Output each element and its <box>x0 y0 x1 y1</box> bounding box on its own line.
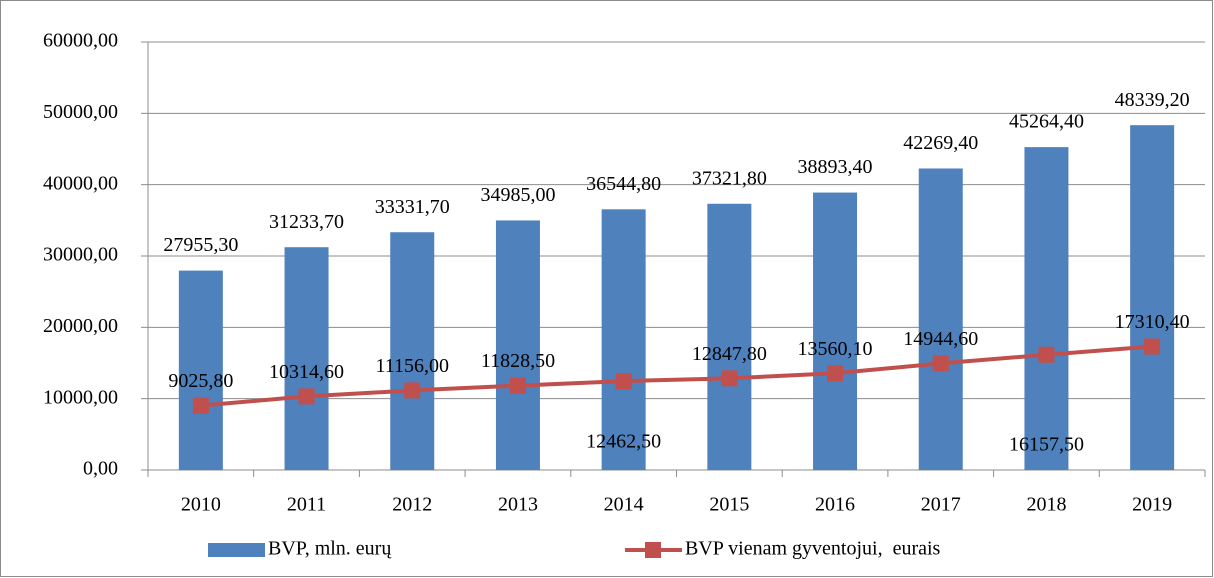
x-tick-label: 2019 <box>1132 494 1172 516</box>
bar-value-label: 36544,80 <box>586 173 661 195</box>
line-value-label: 16157,50 <box>1009 433 1084 455</box>
legend-label: BVP, mln. eurų <box>268 538 392 560</box>
y-tick-label: 60000,00 <box>43 30 118 52</box>
y-tick-label: 30000,00 <box>43 244 118 266</box>
line-value-label: 13560,10 <box>798 338 873 360</box>
line-marker <box>1144 338 1161 355</box>
legend-swatch <box>208 543 265 557</box>
bar <box>178 270 223 470</box>
bar <box>601 209 646 470</box>
bar-value-label: 42269,40 <box>903 132 978 154</box>
bar-value-label: 45264,40 <box>1009 111 1084 133</box>
bar-value-label: 37321,80 <box>692 167 767 189</box>
x-tick-label: 2010 <box>181 494 221 516</box>
line-marker <box>298 388 315 405</box>
x-tick-label: 2012 <box>392 494 432 516</box>
y-tick-label: 20000,00 <box>43 315 118 337</box>
bar <box>1130 125 1175 471</box>
x-tick-label: 2017 <box>921 494 961 516</box>
line-marker <box>827 365 844 382</box>
bar <box>1024 147 1069 470</box>
bar <box>284 247 329 470</box>
y-tick-label: 40000,00 <box>43 172 118 194</box>
bar-value-label: 48339,20 <box>1115 89 1190 111</box>
x-tick-label: 2014 <box>604 494 644 516</box>
bar <box>813 192 858 470</box>
line-marker <box>192 397 209 414</box>
bar <box>918 168 963 471</box>
x-tick-label: 2013 <box>498 494 538 516</box>
bar-value-label: 27955,30 <box>163 234 238 256</box>
line-marker <box>509 377 526 394</box>
line-marker <box>1038 346 1055 363</box>
line-marker <box>404 382 421 399</box>
line-value-label: 12462,50 <box>586 431 661 453</box>
line-value-label: 10314,60 <box>269 361 344 383</box>
line-value-label: 9025,80 <box>168 370 233 392</box>
x-tick-label: 2018 <box>1026 494 1066 516</box>
bar <box>495 220 540 470</box>
legend-label: BVP vienam gyventojui, eurais <box>685 538 941 560</box>
y-tick-label: 50000,00 <box>43 101 118 123</box>
line-value-label: 12847,80 <box>692 343 767 365</box>
bar-value-label: 31233,70 <box>269 211 344 233</box>
x-tick-label: 2016 <box>815 494 855 516</box>
x-tick-label: 2011 <box>287 494 326 516</box>
line-value-label: 17310,40 <box>1115 311 1190 333</box>
bar <box>390 232 435 470</box>
line-marker <box>615 373 632 390</box>
bar-value-label: 34985,00 <box>480 184 555 206</box>
bar-value-label: 33331,70 <box>375 196 450 218</box>
line-value-label: 11156,00 <box>375 355 449 377</box>
x-tick-label: 2015 <box>709 494 749 516</box>
line-marker <box>932 355 949 372</box>
bar <box>707 203 752 470</box>
line-value-label: 14944,60 <box>903 328 978 350</box>
line-value-label: 11828,50 <box>481 350 555 372</box>
y-tick-label: 0,00 <box>83 458 118 480</box>
legend-marker <box>645 542 661 558</box>
line <box>200 344 1153 408</box>
y-tick-label: 10000,00 <box>43 386 118 408</box>
line-marker <box>721 370 738 387</box>
bar-value-label: 38893,40 <box>798 156 873 178</box>
